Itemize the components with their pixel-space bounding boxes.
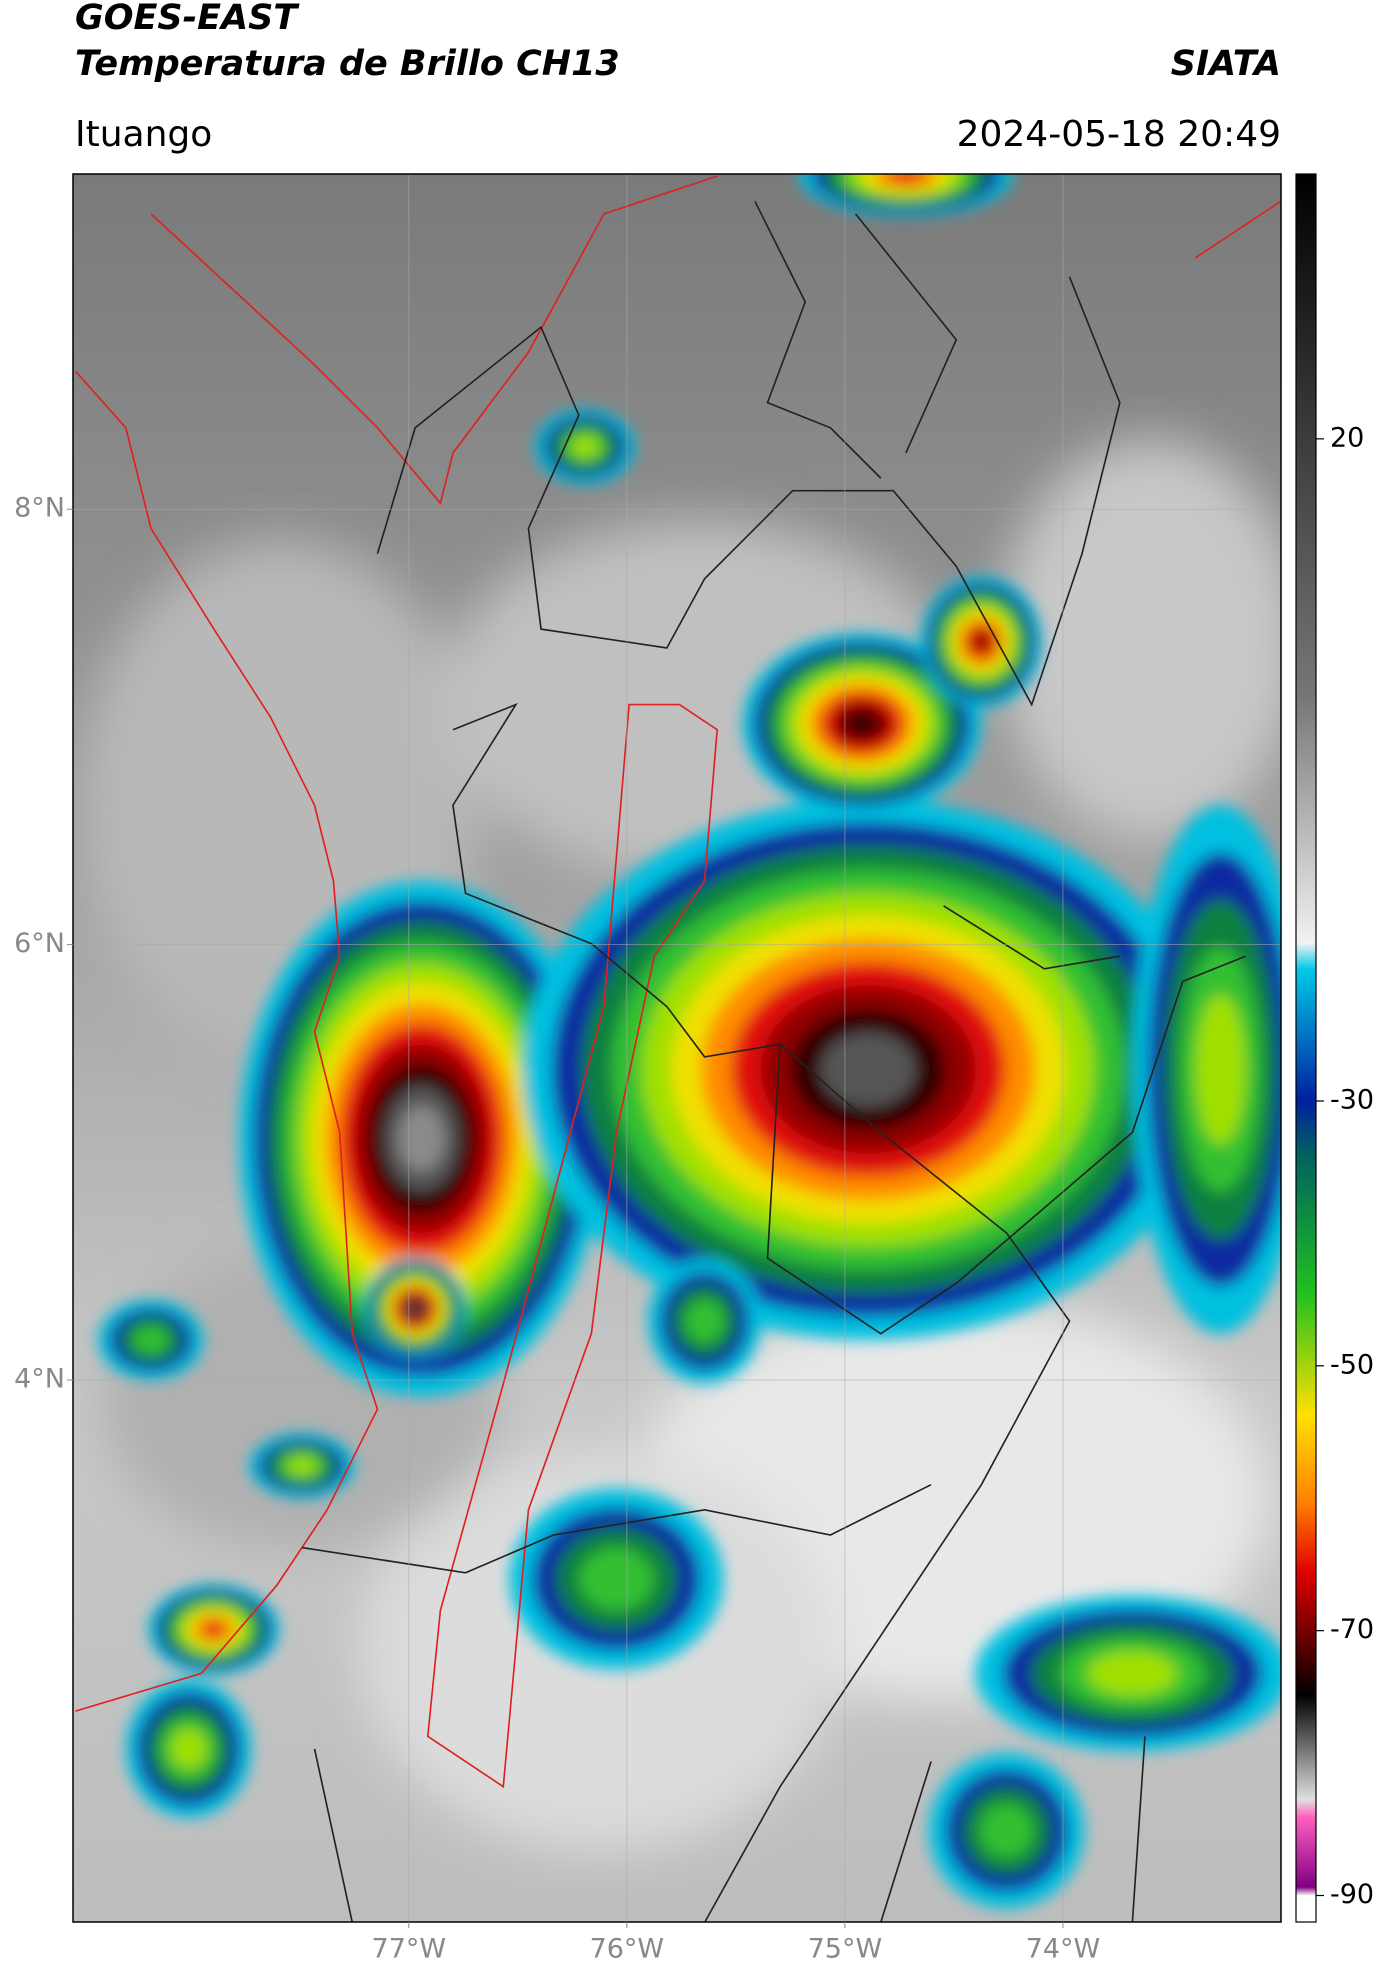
title: GOES-EAST (75, 0, 300, 38)
colorbar-label: -50 (1330, 1349, 1374, 1380)
colorbar (1295, 173, 1317, 1923)
ticks: 77°W 76°W 75°W 74°W 8°N 6°N 4°N 20 -30 -50 -70 -90 (14, 422, 1374, 1964)
lon-label: 77°W (372, 1934, 447, 1965)
colorbar-label: 20 (1330, 422, 1364, 453)
storm-band (1087, 1651, 1178, 1696)
storm-band (684, 1299, 725, 1343)
storm-band (820, 1032, 916, 1107)
map-frame (72, 173, 1282, 1923)
storm-band (286, 1456, 318, 1476)
colorbar-label: -30 (1330, 1084, 1374, 1115)
borders (74, 175, 1281, 1922)
map-image (73, 174, 1281, 1922)
storm-band (170, 1729, 207, 1769)
lat-label: 8°N (14, 493, 65, 524)
storm-band (408, 1301, 423, 1316)
storm-band (1195, 993, 1246, 1145)
storm-band (971, 630, 992, 653)
storm-band (398, 1105, 445, 1172)
storm-band (886, 174, 926, 184)
storms (98, 174, 1281, 1909)
colorbar-label: -90 (1330, 1879, 1374, 1910)
colorbar-label: -70 (1330, 1614, 1374, 1645)
source: SIATA (1171, 44, 1281, 84)
datetime: 2024-05-18 20:49 (957, 114, 1281, 155)
lon-label: 75°W (808, 1934, 883, 1965)
lon-label: 76°W (590, 1934, 665, 1965)
lon-label: 74°W (1026, 1934, 1101, 1965)
storm-band (132, 1325, 170, 1354)
storm-band (843, 709, 880, 738)
grid (73, 174, 1281, 1922)
storm-band (979, 1803, 1034, 1858)
lat-label: 4°N (14, 1363, 65, 1394)
storm-band (201, 1620, 227, 1638)
storm-band (579, 1547, 654, 1611)
storm-band (570, 435, 600, 458)
location: Ituango (75, 114, 212, 155)
lat-label: 6°N (14, 928, 65, 959)
subtitle: Temperatura de Brillo CH13 (75, 44, 620, 84)
